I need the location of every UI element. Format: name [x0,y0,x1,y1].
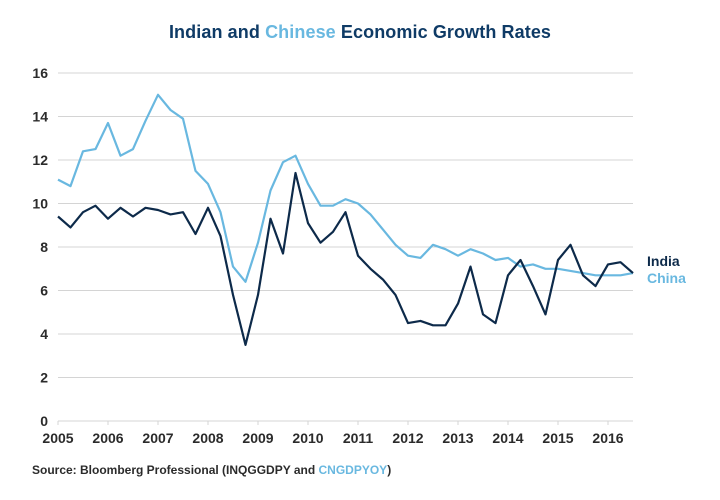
y-tick-label: 8 [40,239,48,255]
series-line-china [57,93,634,283]
legend-india: India [647,253,680,269]
x-tick-label: 2014 [492,430,523,446]
chart-title: Indian and Chinese Economic Growth Rates [0,22,720,43]
grid-layer [58,72,633,422]
x-tick-label: 2015 [542,430,573,446]
title-highlight: Chinese [265,22,336,42]
source-suffix: ) [387,463,392,477]
x-tick-label: 2007 [142,430,173,446]
legend-china: China [647,270,686,286]
x-axis: 2005 2006 2007 2008 2009 2010 2011 2012 2013 2014… [42,421,624,446]
y-tick-label: 2 [40,370,48,386]
y-tick-label: 14 [32,109,48,125]
y-tick-label: 10 [32,196,48,212]
x-tick-label: 2010 [292,430,323,446]
series-line-india [57,171,634,346]
x-tick-label: 2008 [192,430,223,446]
x-tick-label: 2013 [442,430,473,446]
source-note: Source: Bloomberg Professional (INQGGDPY… [32,463,391,477]
y-tick-label: 6 [40,283,48,299]
source-prefix: Source: Bloomberg Professional (INQGGDPY… [32,463,319,477]
y-tick-label: 12 [32,152,48,168]
series-layer [57,93,634,346]
x-tick-label: 2005 [42,430,73,446]
y-tick-label: 4 [40,326,48,342]
x-tick-label: 2009 [242,430,273,446]
source-highlight: CNGDPYOY [318,463,388,477]
x-tick-label: 2011 [343,430,374,446]
y-tick-label: 0 [40,413,48,429]
title-prefix: Indian and [168,22,266,42]
x-tick-label: 2016 [592,430,623,446]
x-tick-label: 2012 [392,430,423,446]
x-tick-label: 2006 [92,430,123,446]
title-suffix: Economic Growth Rates [335,22,552,42]
y-axis: 0 2 4 6 8 10 12 14 16 [32,65,48,429]
y-tick-label: 16 [32,65,48,81]
